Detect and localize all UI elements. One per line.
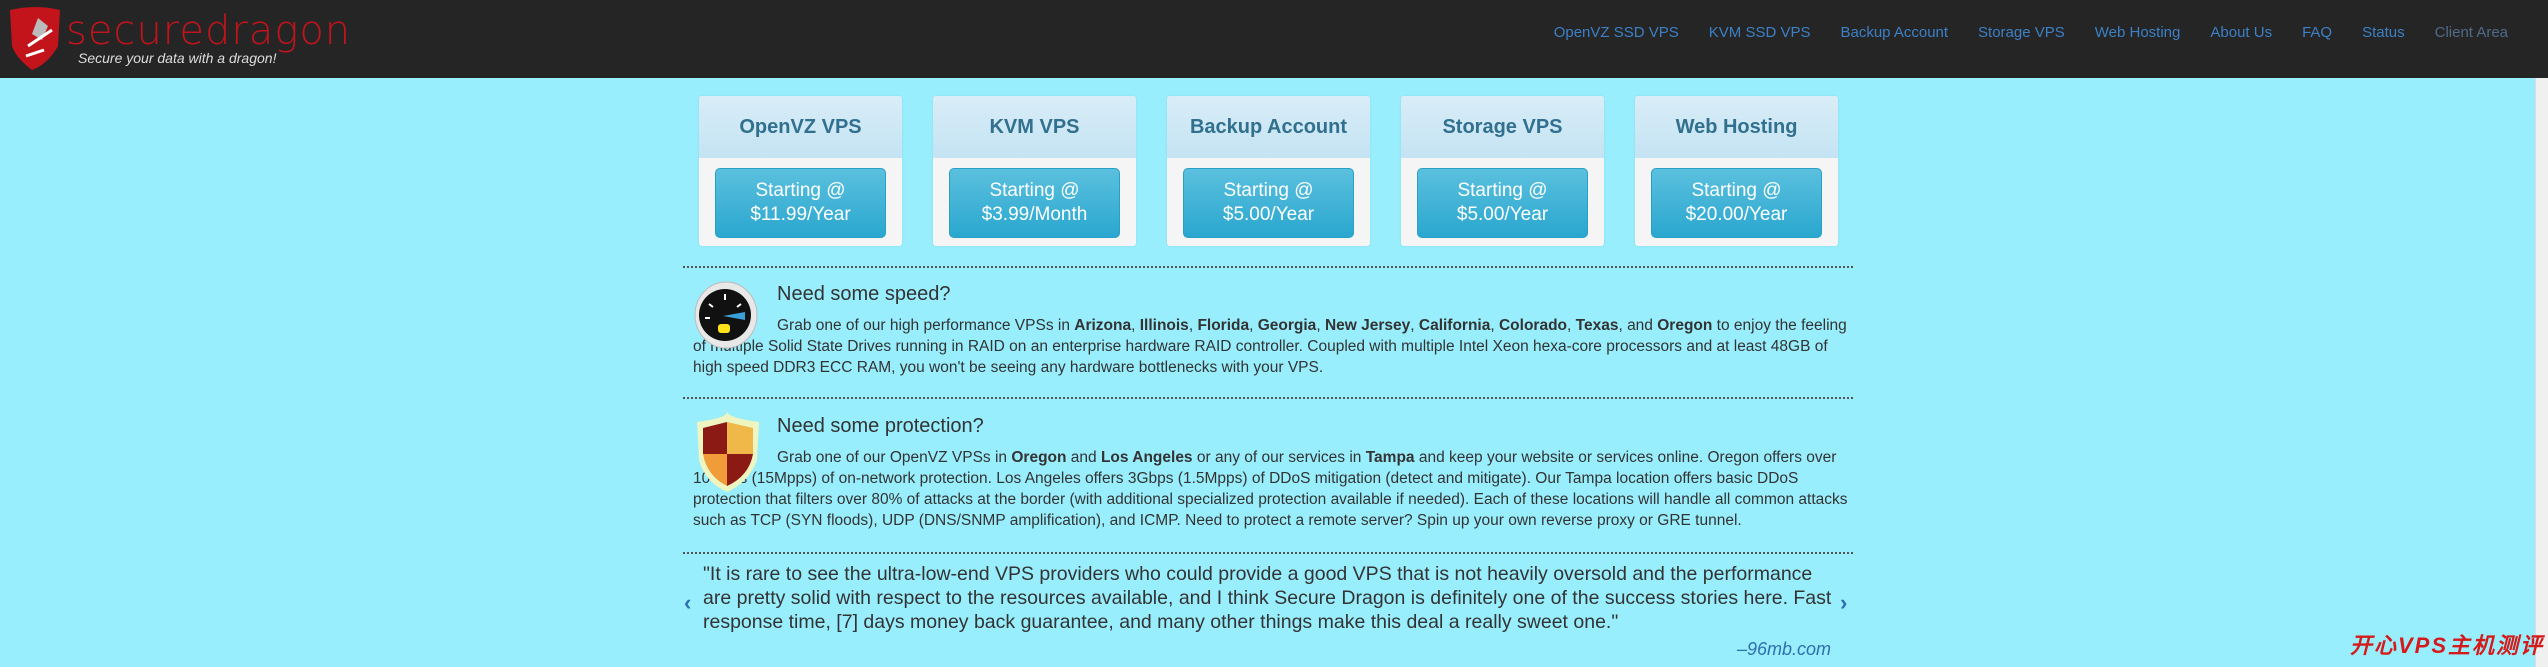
protection-heading: Need some protection? xyxy=(777,415,984,437)
top-header: securedragon Secure your data with a dra… xyxy=(0,0,2548,78)
divider xyxy=(683,397,1853,399)
product-card: Storage VPS Starting @ $5.00/Year xyxy=(1401,96,1604,246)
product-card: Backup Account Starting @ $5.00/Year xyxy=(1167,96,1370,246)
price-label: Starting @ xyxy=(1457,180,1548,201)
card-title: OpenVZ VPS xyxy=(699,96,902,158)
product-card: OpenVZ VPS Starting @ $11.99/Year xyxy=(699,96,902,246)
starting-price-button[interactable]: Starting @ $20.00/Year xyxy=(1651,168,1822,238)
testimonial-next-button[interactable]: › xyxy=(1840,590,1848,615)
scrollbar[interactable] xyxy=(2535,78,2548,667)
nav-status[interactable]: Status xyxy=(2362,24,2405,41)
divider xyxy=(683,266,1853,268)
location-name: Oregon xyxy=(1657,317,1713,334)
nav-web-hosting[interactable]: Web Hosting xyxy=(2094,24,2181,41)
price-label: Starting @ xyxy=(755,180,846,201)
speed-text: Grab one of our high performance VPSs in… xyxy=(693,317,1847,376)
price-value: $5.00/Year xyxy=(1456,204,1549,225)
card-title: KVM VPS xyxy=(933,96,1136,158)
starting-price-button[interactable]: Starting @ $3.99/Month xyxy=(949,168,1120,238)
location-name: Georgia xyxy=(1257,317,1317,334)
shield-icon xyxy=(697,412,759,492)
nav-storage-vps[interactable]: Storage VPS xyxy=(1978,24,2065,41)
speed-heading: Need some speed? xyxy=(777,283,951,305)
logo-tagline: Secure your data with a dragon! xyxy=(78,50,277,66)
nav-faq[interactable]: FAQ xyxy=(2302,24,2333,41)
protection-section: Need some protection? Grab one of our Op… xyxy=(693,412,1853,531)
testimonial-source[interactable]: –96mb.com xyxy=(1736,639,1831,659)
price-label: Starting @ xyxy=(989,180,1080,201)
location-name: New Jersey xyxy=(1324,317,1411,334)
speed-section: Need some speed? Grab one of our high pe… xyxy=(693,281,1853,378)
testimonial-quote: "It is rare to see the ultra-low-end VPS… xyxy=(703,563,1832,633)
price-label: Starting @ xyxy=(1223,180,1314,201)
testimonial-prev-button[interactable]: ‹ xyxy=(684,590,692,615)
starting-price-button[interactable]: Starting @ $5.00/Year xyxy=(1417,168,1588,238)
card-title: Web Hosting xyxy=(1635,96,1838,158)
watermark: 开心VPS主机测评 xyxy=(2350,633,2545,658)
price-value: $11.99/Year xyxy=(750,204,851,225)
starting-price-button[interactable]: Starting @ $5.00/Year xyxy=(1183,168,1354,238)
price-label: Starting @ xyxy=(1691,180,1782,201)
nav-kvm-ssd-vps[interactable]: KVM SSD VPS xyxy=(1708,24,1811,41)
nav-about-us[interactable]: About Us xyxy=(2210,24,2273,41)
starting-price-button[interactable]: Starting @ $11.99/Year xyxy=(715,168,886,238)
location-name: California xyxy=(1418,317,1491,334)
main-nav: OpenVZ SSD VPS KVM SSD VPS Backup Accoun… xyxy=(1554,24,2508,41)
location-name: Colorado xyxy=(1498,317,1568,334)
price-value: $20.00/Year xyxy=(1685,204,1788,225)
location-name: Texas xyxy=(1575,317,1619,334)
price-value: $5.00/Year xyxy=(1222,204,1315,225)
location-name: Arizona xyxy=(1074,317,1132,334)
nav-client-area[interactable]: Client Area xyxy=(2434,24,2508,41)
product-card: Web Hosting Starting @ $20.00/Year xyxy=(1635,96,1838,246)
price-value: $3.99/Month xyxy=(981,204,1088,225)
protection-text: Grab one of our OpenVZ VPSs in Oregon an… xyxy=(693,449,1848,529)
dragon-shield-icon xyxy=(10,7,60,70)
product-card: KVM VPS Starting @ $3.99/Month xyxy=(933,96,1136,246)
card-title: Storage VPS xyxy=(1401,96,1604,158)
nav-backup-account[interactable]: Backup Account xyxy=(1840,24,1949,41)
location-name: Illinois xyxy=(1139,317,1189,334)
location-name: Florida xyxy=(1197,317,1250,334)
divider xyxy=(683,552,1853,554)
speedometer-icon xyxy=(694,281,758,349)
logo-text: securedragon xyxy=(66,8,352,54)
logo[interactable]: securedragon Secure your data with a dra… xyxy=(8,6,352,70)
nav-openvz-ssd-vps[interactable]: OpenVZ SSD VPS xyxy=(1553,24,1679,41)
card-title: Backup Account xyxy=(1167,96,1370,158)
